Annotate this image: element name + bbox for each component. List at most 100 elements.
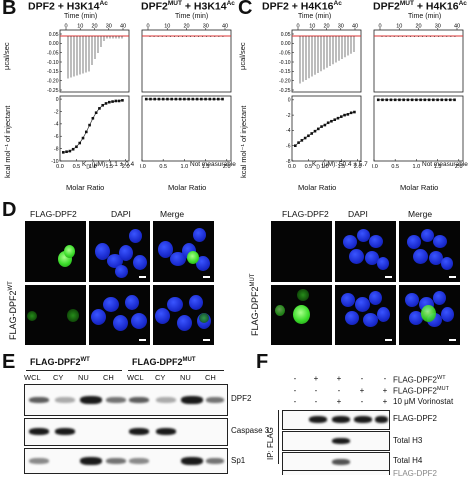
data-point [423, 98, 427, 102]
time-tick-label: 30 [435, 24, 441, 30]
fit-xtick-label: 1.5 [202, 164, 210, 170]
fit-plot-c2: 0.0 0.5 1.0 1.5 2.0 [372, 95, 464, 170]
data-point [297, 141, 300, 144]
data-point [208, 97, 212, 101]
raw-itc-plot-b1: 0 10 20 30 40 0.05 0.00 -0.05 -0.10 -0.15 -0.20 -0.… [47, 24, 130, 94]
raw-ylabel-b: μcal/sec [2, 42, 11, 70]
fit-ytick-label: -8 [286, 159, 291, 165]
mic-header-flag-right: FLAG-DPF2 [282, 209, 329, 219]
data-point [84, 130, 88, 134]
raw-ytick-label: -0.10 [47, 60, 59, 66]
mic-mut-dapi-1 [335, 221, 396, 282]
group-line-wt [26, 370, 122, 371]
data-point [419, 98, 422, 102]
data-point [65, 150, 68, 154]
blot-e-label-dpf2: DPF2 [231, 394, 252, 403]
data-point [174, 97, 178, 101]
data-point [166, 97, 169, 101]
raw-ytick-label: -0.20 [47, 78, 59, 84]
data-point [398, 98, 401, 102]
raw-ytick-label: 0.05 [49, 32, 59, 38]
lane-label-2: CY [53, 373, 64, 382]
mic-header-dapi-left: DAPI [111, 209, 131, 219]
time-tick-label: 20 [323, 24, 329, 30]
mark-wt-5: - [383, 374, 387, 383]
time-tick-label: 40 [352, 24, 358, 30]
raw-frame [373, 29, 464, 93]
cond-label-wt: FLAG-DPF2WT [393, 375, 446, 385]
data-point [88, 123, 91, 127]
raw-frame [59, 29, 130, 93]
fit-xtick-label: 1.0 [181, 164, 189, 170]
data-point [114, 99, 118, 103]
data-point [187, 97, 190, 101]
data-point [346, 113, 350, 116]
fit-ytick-label: -6 [286, 144, 291, 150]
data-point [178, 97, 182, 101]
ip-bracket [278, 410, 279, 464]
fit-ytick-label: -2 [286, 113, 291, 119]
itc-title-b2: DPF2MUT + H3K14Ac [141, 0, 235, 13]
time-tick-label: 10 [309, 24, 315, 30]
data-point [61, 151, 65, 154]
data-point [432, 98, 435, 102]
time-label-c2: Time (min) [408, 13, 442, 20]
time-tick-label: 10 [396, 24, 402, 30]
data-point [376, 98, 380, 102]
data-point [303, 136, 307, 140]
mark-wt-4: - [360, 374, 364, 383]
fit-frame [141, 95, 232, 162]
time-tick-label: 40 [120, 24, 126, 30]
time-tick-label: 20 [415, 24, 421, 30]
data-point [117, 99, 121, 103]
blot-f-label-flag: FLAG-DPF2 [393, 414, 438, 423]
time-label-c1: Time (min) [298, 13, 332, 20]
lane-label-6: CY [155, 373, 166, 382]
mark-wt-1: - [293, 374, 297, 383]
fit-xtick-label: 0.0 [140, 164, 146, 170]
raw-frame [141, 29, 232, 93]
data-point [183, 97, 186, 101]
data-point [336, 116, 340, 120]
fit-xtick-label: 1.5 [105, 164, 113, 170]
lane-label-1: WCL [24, 373, 41, 382]
data-point [436, 98, 439, 102]
fit-xtick-label: 2.0 [455, 164, 463, 170]
fit-xtick-label: 2.0 [223, 164, 231, 170]
fit-xtick-label: 0.5 [391, 164, 399, 170]
data-point [381, 98, 384, 102]
panel-letter-d: D [2, 199, 17, 221]
panel-letter-e: E [2, 351, 16, 373]
time-tick-label: 0 [296, 24, 299, 30]
time-tick-label: 40 [222, 24, 228, 30]
gfp-nucleus [64, 245, 75, 258]
data-point [149, 97, 152, 101]
xlabel-b1: Molar Ratio [66, 183, 105, 192]
blot-f-h3-strip [282, 431, 390, 451]
fit-ylabel-b: kcal mol⁻¹ of injectant [3, 105, 12, 178]
mic-header-merge-left: Merge [160, 209, 185, 219]
fit-xtick-label: 2.0 [354, 164, 362, 170]
fit-xtick-label: 0.5 [73, 164, 81, 170]
fit-ytick-label: 0 [56, 97, 59, 103]
mic-mut-merge-1 [399, 221, 460, 282]
lane-label-5: WCL [127, 373, 144, 382]
lane-label-4: CH [103, 373, 114, 382]
blot-f-label-h4: Total H4 [393, 456, 423, 465]
mark-mut-2: - [314, 386, 318, 395]
data-point [161, 97, 165, 101]
time-tick-label: 30 [203, 24, 209, 30]
data-point [111, 100, 114, 103]
data-point [453, 98, 456, 102]
mark-vor-1: - [293, 397, 297, 406]
data-point [320, 125, 323, 128]
not-measurable-c2: Not measurable [422, 161, 468, 168]
not-measurable-b2: Not measurable [190, 161, 236, 168]
raw-ytick-label: -0.25 [47, 88, 59, 94]
raw-ytick-label: -0.15 [47, 69, 59, 75]
fit-xtick-label: 0.0 [56, 164, 64, 170]
data-point [104, 102, 108, 105]
time-label-b1: Time (min) [64, 13, 98, 20]
mic-wt-flag-2 [25, 285, 86, 345]
data-point [333, 118, 337, 122]
